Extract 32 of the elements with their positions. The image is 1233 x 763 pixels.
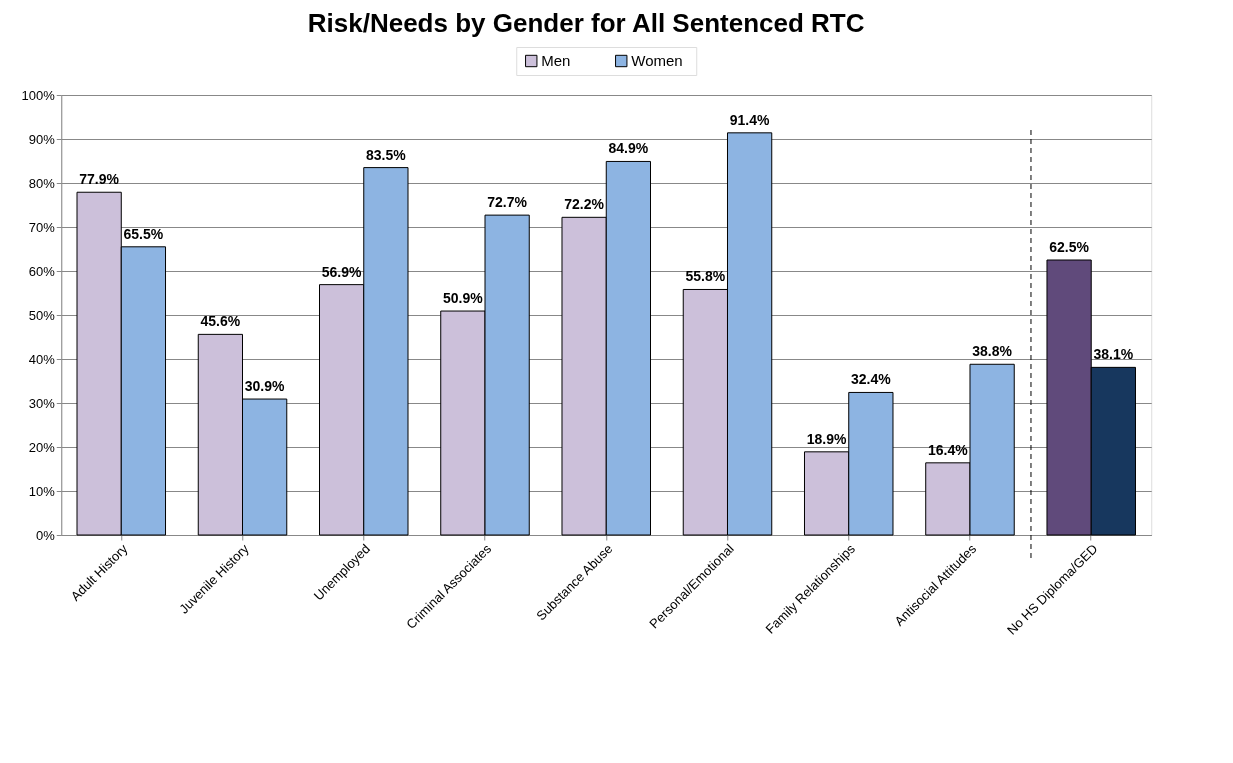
data-label: 38.1% [1093,346,1134,363]
data-label: 50.9% [443,290,484,307]
y-tick-label: 90% [28,131,56,147]
data-label: 45.6% [200,313,241,330]
data-label: 30.9% [244,378,286,395]
data-label: 84.9% [608,140,649,157]
y-tick-label: 50% [28,307,56,323]
y-tick-label: 0% [35,527,56,543]
data-label: 16.4% [928,441,969,458]
y-tick-label: 30% [28,395,56,411]
data-label: 62.5% [1049,239,1090,255]
data-label: 18.9% [806,430,848,447]
y-tick-label: 100% [21,87,56,103]
chart-title: Risk/Needs by Gender for All Sentenced RTC [307,7,865,38]
data-label: 55.8% [685,268,726,285]
y-tick-label: 60% [28,263,56,279]
legend-label: Men [541,52,571,69]
data-label: 72.2% [564,196,605,213]
y-tick-label: 10% [28,483,56,499]
data-label: 91.4% [729,111,771,128]
data-label: 77.9% [79,171,120,188]
y-tick-label: 80% [28,175,56,191]
data-label: 56.9% [321,263,363,280]
data-label: 65.5% [123,225,164,242]
y-tick-label: 40% [28,351,56,367]
legend-label: Women [631,52,683,69]
y-tick-label: 20% [28,439,56,455]
y-tick-label: 70% [28,219,56,235]
data-label: 38.8% [972,343,1013,360]
data-label: 32.4% [851,371,892,388]
data-label: 83.5% [366,146,407,163]
data-label: 72.7% [487,194,528,211]
